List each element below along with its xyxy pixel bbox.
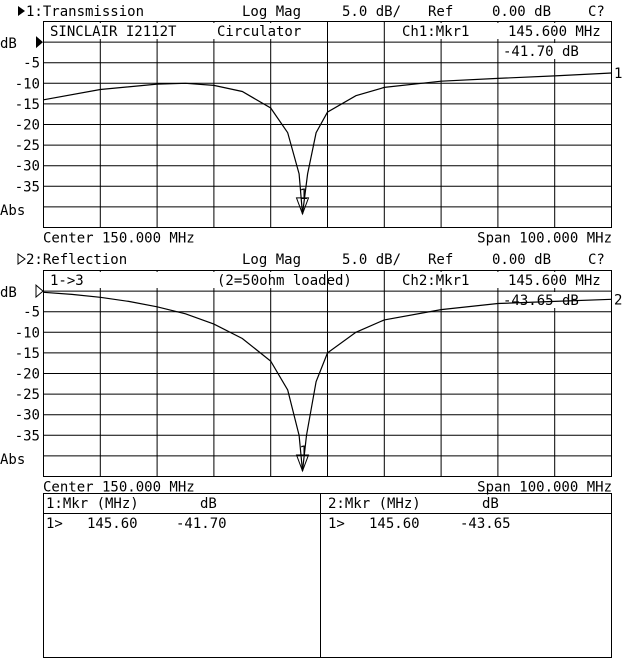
marker-frequency-readout: 145.600 MHz <box>508 273 601 289</box>
marker-table-2-freq: 145.60 <box>369 516 420 532</box>
span-label: Span 100.000 MHz <box>477 480 612 496</box>
trace-line <box>43 291 612 471</box>
marker-frequency-readout: 145.600 MHz <box>508 24 601 40</box>
annotation-bg <box>44 272 315 288</box>
annotation-label-2: Circulator <box>217 24 301 40</box>
trace-number-label: 2 <box>614 292 622 308</box>
y-tick-label: -10 <box>15 76 40 92</box>
marker-table-2-id: 1> <box>328 516 345 532</box>
marker-channel-label: Ch2:Mkr1 <box>402 273 469 289</box>
marker-table-1-value: -41.70 <box>176 516 227 532</box>
marker-table-1-id: 1> <box>46 516 63 532</box>
marker-table-2-unit: dB <box>482 496 499 512</box>
y-tick-label: -5 <box>23 56 40 72</box>
active-channel-icon <box>18 6 25 16</box>
annotation-bg <box>390 23 610 39</box>
channel2-format: Log Mag <box>242 252 301 268</box>
marker-table-1-unit: dB <box>200 496 217 512</box>
channel2-scale: 5.0 dB/ <box>342 252 401 268</box>
channel1-chart: SINCLAIR I2112T Circulator Ch1:Mkr1 145.600… <box>0 21 622 247</box>
channel-indicator-icon <box>17 253 26 265</box>
y-tick-label: -15 <box>15 97 40 113</box>
marker-table-2-header: 2:Mkr (MHz) <box>328 496 421 512</box>
channel2-title: 2:Reflection <box>26 252 127 268</box>
trace-number-label: 1 <box>614 66 622 82</box>
marker-table-1-freq: 145.60 <box>87 516 138 532</box>
y-tick-label: -25 <box>15 138 40 154</box>
channel2-chart: 1->3 (2=50ohm loaded) Ch2:Mkr1 145.600 MHz -… <box>0 270 622 496</box>
channel1-ref-label: Ref <box>428 4 453 20</box>
marker-table-2-value: -43.65 <box>460 516 511 532</box>
marker-number-label: 1 <box>300 444 308 460</box>
center-frequency-label: Center 150.000 MHz <box>43 480 195 496</box>
y-tick-label: -15 <box>15 346 40 362</box>
marker-arrow-icon <box>295 197 310 216</box>
y-tick-label: -35 <box>15 428 40 444</box>
center-frequency-label: Center 150.000 MHz <box>43 231 195 247</box>
channel1-title: 1:Transmission <box>26 4 144 20</box>
annotation-bg <box>500 292 610 308</box>
annotation-bg <box>390 272 610 288</box>
channel1-status: C? <box>588 4 605 20</box>
y-axis-label: dB <box>0 285 17 301</box>
channel1-ref-value: 0.00 dB <box>492 4 551 20</box>
marker-arrow-icon <box>295 454 310 473</box>
annotation-bg <box>44 23 315 39</box>
marker-table: 1:Mkr (MHz) dB 1> 145.60 -41.70 2:Mkr (M… <box>43 493 612 658</box>
span-label: Span 100.000 MHz <box>477 231 612 247</box>
y-axis-bottom-label: Abs <box>0 452 25 468</box>
annotation-label-1: SINCLAIR I2112T <box>50 24 177 40</box>
y-tick-label: -10 <box>15 325 40 341</box>
channel2-status: C? <box>588 252 605 268</box>
reference-position-icon <box>35 284 44 299</box>
channel2-ref-label: Ref <box>428 252 453 268</box>
channel1-scale: 5.0 dB/ <box>342 4 401 20</box>
y-tick-label: -5 <box>23 305 40 321</box>
y-axis-bottom-label: Abs <box>0 203 25 219</box>
marker-value-readout: -43.65 dB <box>503 293 579 309</box>
y-tick-label: -20 <box>15 118 40 134</box>
marker-table-1-header: 1:Mkr (MHz) <box>46 496 139 512</box>
y-tick-label: -25 <box>15 387 40 403</box>
annotation-label-2: (2=50ohm loaded) <box>217 273 352 289</box>
marker-channel-label: Ch1:Mkr1 <box>402 24 469 40</box>
marker-value-readout: -41.70 dB <box>503 44 579 60</box>
y-tick-label: -30 <box>15 408 40 424</box>
marker-number-label: 1 <box>300 187 308 203</box>
y-tick-label: -30 <box>15 159 40 175</box>
y-tick-label: -35 <box>15 179 40 195</box>
reference-position-icon <box>36 36 43 49</box>
channel1-header: 1:Transmission Log Mag 5.0 dB/ Ref 0.00 … <box>18 4 605 20</box>
channel2-ref-value: 0.00 dB <box>492 252 551 268</box>
annotation-bg <box>500 43 610 59</box>
annotation-label-1: 1->3 <box>50 273 84 289</box>
channel2-header: 2:Reflection Log Mag 5.0 dB/ Ref 0.00 dB… <box>17 252 605 268</box>
y-tick-label: -20 <box>15 367 40 383</box>
channel1-format: Log Mag <box>242 4 301 20</box>
y-axis-label: dB <box>0 36 17 52</box>
